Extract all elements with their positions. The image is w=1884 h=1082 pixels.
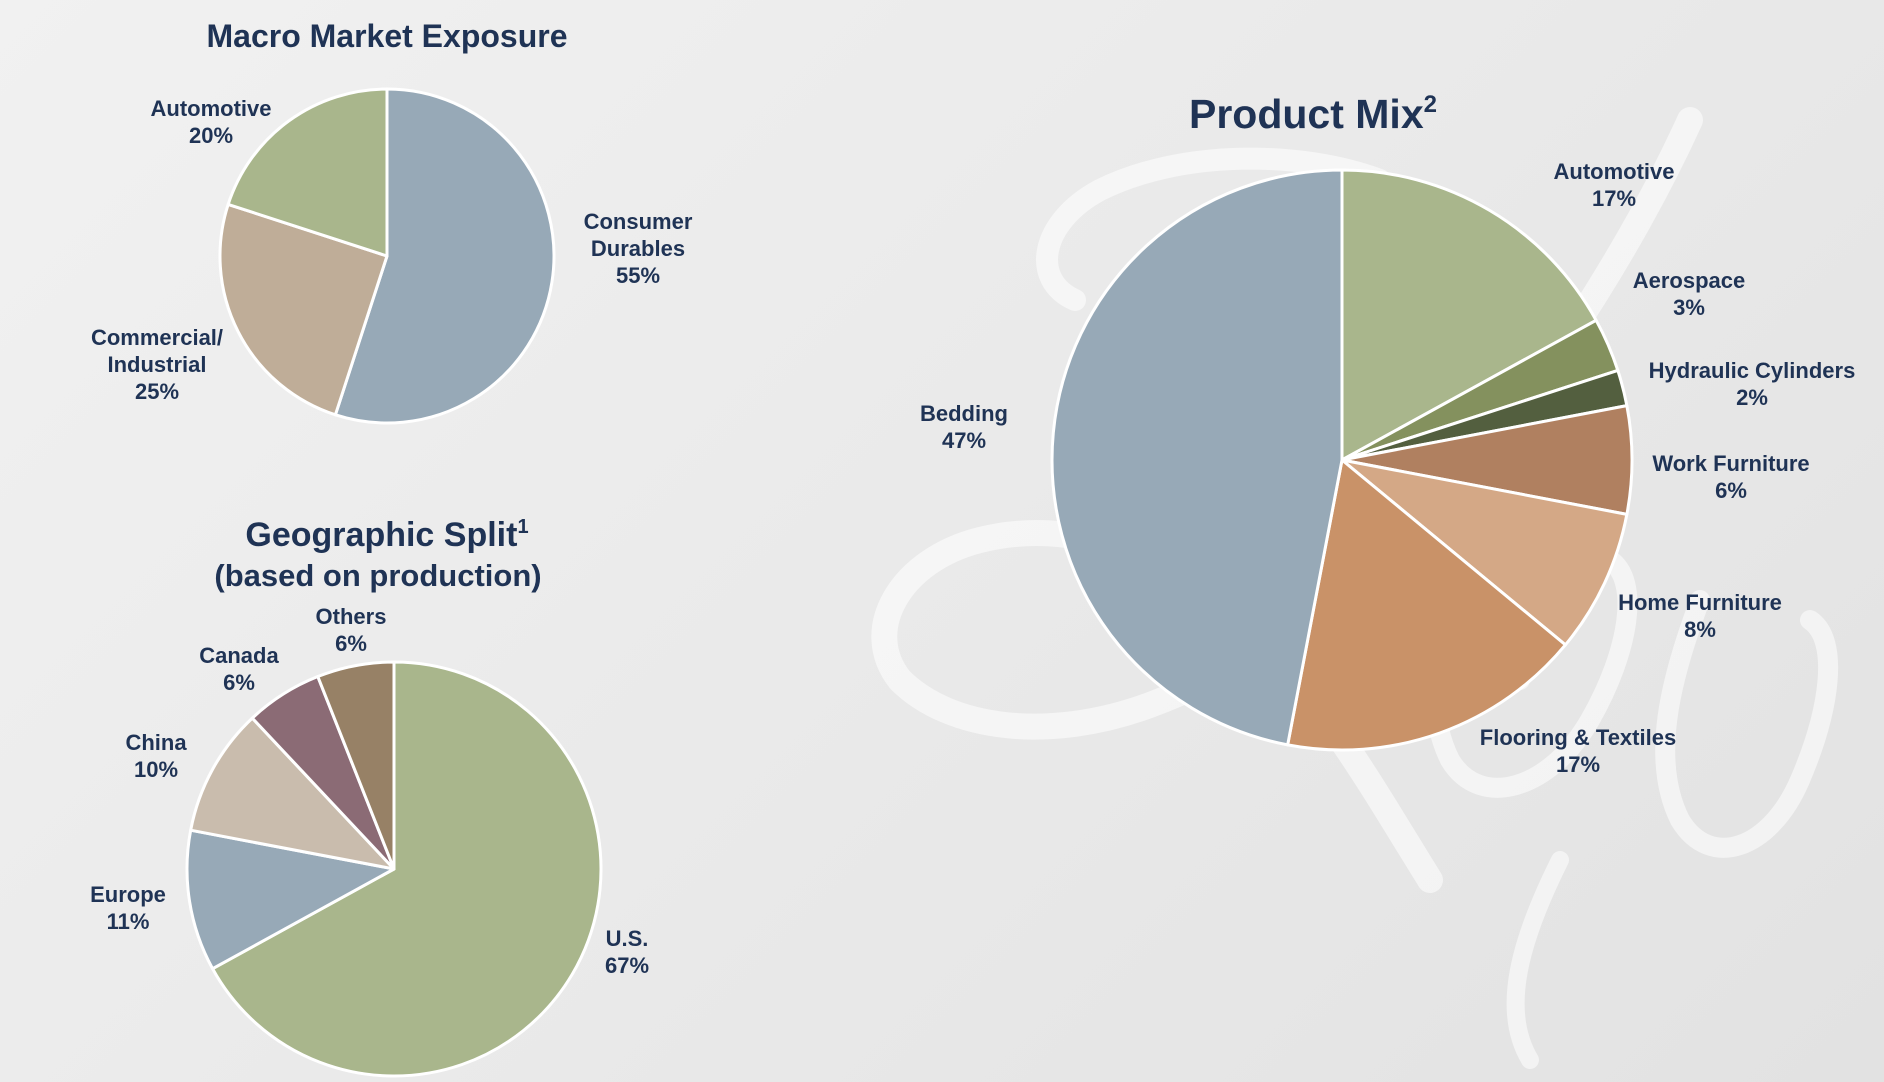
geo-pie <box>185 660 603 1078</box>
product-label-work-name: Work Furniture <box>1652 451 1809 476</box>
product-slice-bedding <box>1050 168 1344 747</box>
chart-product-mix: Product Mix2 Automotive 17%Aerospace 3%Hyd… <box>920 91 1855 777</box>
product-title-text: Product Mix <box>1189 91 1424 137</box>
product-label-automotive-name: Automotive <box>1554 159 1675 184</box>
product-label-aerospace: Aerospace 3% <box>1633 268 1746 320</box>
geo-label-china: China 10% <box>125 730 187 782</box>
geo-label-europe-name: Europe <box>90 882 166 907</box>
geo-slice-others <box>316 660 396 871</box>
macro-pie <box>218 87 556 425</box>
product-label-automotive: Automotive 17% <box>1554 159 1675 211</box>
macro-label-consumer: Consumer Durables 55% <box>584 209 693 288</box>
chart-geographic-split: Geographic Split1 (based on production) … <box>90 516 649 1078</box>
geo-label-europe-percent: 11% <box>107 909 150 934</box>
macro-label-commercial-percent: 25% <box>135 379 179 404</box>
geo-label-canada-percent: 6% <box>223 670 255 695</box>
product-label-home: Home Furniture 8% <box>1618 590 1782 642</box>
product-pie <box>1050 168 1634 752</box>
macro-label-consumer-name: Durables <box>591 236 685 261</box>
product-label-hydraulic: Hydraulic Cylinders 2% <box>1649 358 1856 410</box>
product-chart-title: Product Mix2 <box>1189 91 1437 137</box>
product-label-automotive-percent: 17% <box>1592 186 1636 211</box>
geo-label-us-name: U.S. <box>606 926 649 951</box>
product-label-hydraulic-name: Hydraulic Cylinders <box>1649 358 1856 383</box>
geo-label-europe: Europe 11% <box>90 882 166 934</box>
macro-label-commercial-name: Commercial/ <box>91 325 223 350</box>
geo-chart-subtitle: (based on production) <box>214 558 541 593</box>
geo-slice-china <box>189 716 396 871</box>
product-label-aerospace-name: Aerospace <box>1633 268 1746 293</box>
macro-slice-consumer <box>333 87 556 425</box>
product-label-flooring: Flooring & Textiles 17% <box>1480 725 1676 777</box>
geo-label-china-name: China <box>125 730 187 755</box>
macro-slice-commercial <box>218 202 389 417</box>
macro-label-automotive-name: Automotive <box>151 96 272 121</box>
geo-label-others: Others 6% <box>316 604 387 656</box>
product-label-flooring-name: Flooring & Textiles <box>1480 725 1676 750</box>
macro-label-commercial: Commercial/Industrial 25% <box>91 325 223 404</box>
geo-slice-us <box>211 660 603 1078</box>
macro-labels: Consumer Durables 55% Commercial/Industrial… <box>91 96 693 404</box>
chart-macro-market-exposure: Macro Market Exposure Consumer Durables 55… <box>91 18 693 425</box>
product-label-work-percent: 6% <box>1715 478 1747 503</box>
product-label-home-name: Home Furniture <box>1618 590 1782 615</box>
macro-slice-automotive <box>226 87 389 258</box>
geo-label-us-percent: 67% <box>605 953 649 978</box>
macro-label-automotive-percent: 20% <box>189 123 233 148</box>
product-label-aerospace-percent: 3% <box>1673 295 1705 320</box>
product-label-bedding: Bedding 47% <box>920 401 1008 453</box>
macro-chart-title: Macro Market Exposure <box>206 18 567 54</box>
geo-label-canada: Canada 6% <box>199 643 279 695</box>
macro-label-automotive: Automotive 20% <box>151 96 272 148</box>
product-slice-home <box>1340 458 1629 647</box>
product-label-hydraulic-percent: 2% <box>1736 385 1768 410</box>
geo-slice-europe <box>185 828 396 971</box>
product-slice-flooring <box>1286 458 1567 752</box>
geo-chart-title: Geographic Split1 <box>245 516 528 554</box>
product-label-home-percent: 8% <box>1684 617 1716 642</box>
product-label-bedding-percent: 47% <box>942 428 986 453</box>
product-title-superscript: 2 <box>1424 91 1437 118</box>
geo-label-china-percent: 10% <box>134 757 178 782</box>
macro-label-consumer-name: Consumer <box>584 209 693 234</box>
geo-label-others-percent: 6% <box>335 631 367 656</box>
product-label-flooring-percent: 17% <box>1556 752 1600 777</box>
product-labels: Automotive 17%Aerospace 3%Hydraulic Cylind… <box>920 159 1855 777</box>
geo-label-canada-name: Canada <box>199 643 279 668</box>
macro-label-consumer-percent: 55% <box>616 263 660 288</box>
geo-label-us: U.S. 67% <box>605 926 649 978</box>
geo-label-others-name: Others <box>316 604 387 629</box>
product-slice-automotive <box>1340 168 1598 462</box>
macro-label-commercial-name: Industrial <box>107 352 206 377</box>
geo-title-superscript: 1 <box>517 516 528 538</box>
product-label-bedding-name: Bedding <box>920 401 1008 426</box>
geo-title-text: Geographic Split <box>245 516 517 554</box>
product-label-work: Work Furniture 6% <box>1652 451 1809 503</box>
geo-labels: U.S. 67%Europe 11%China 10%Canada 6%Others 6% <box>90 604 649 978</box>
